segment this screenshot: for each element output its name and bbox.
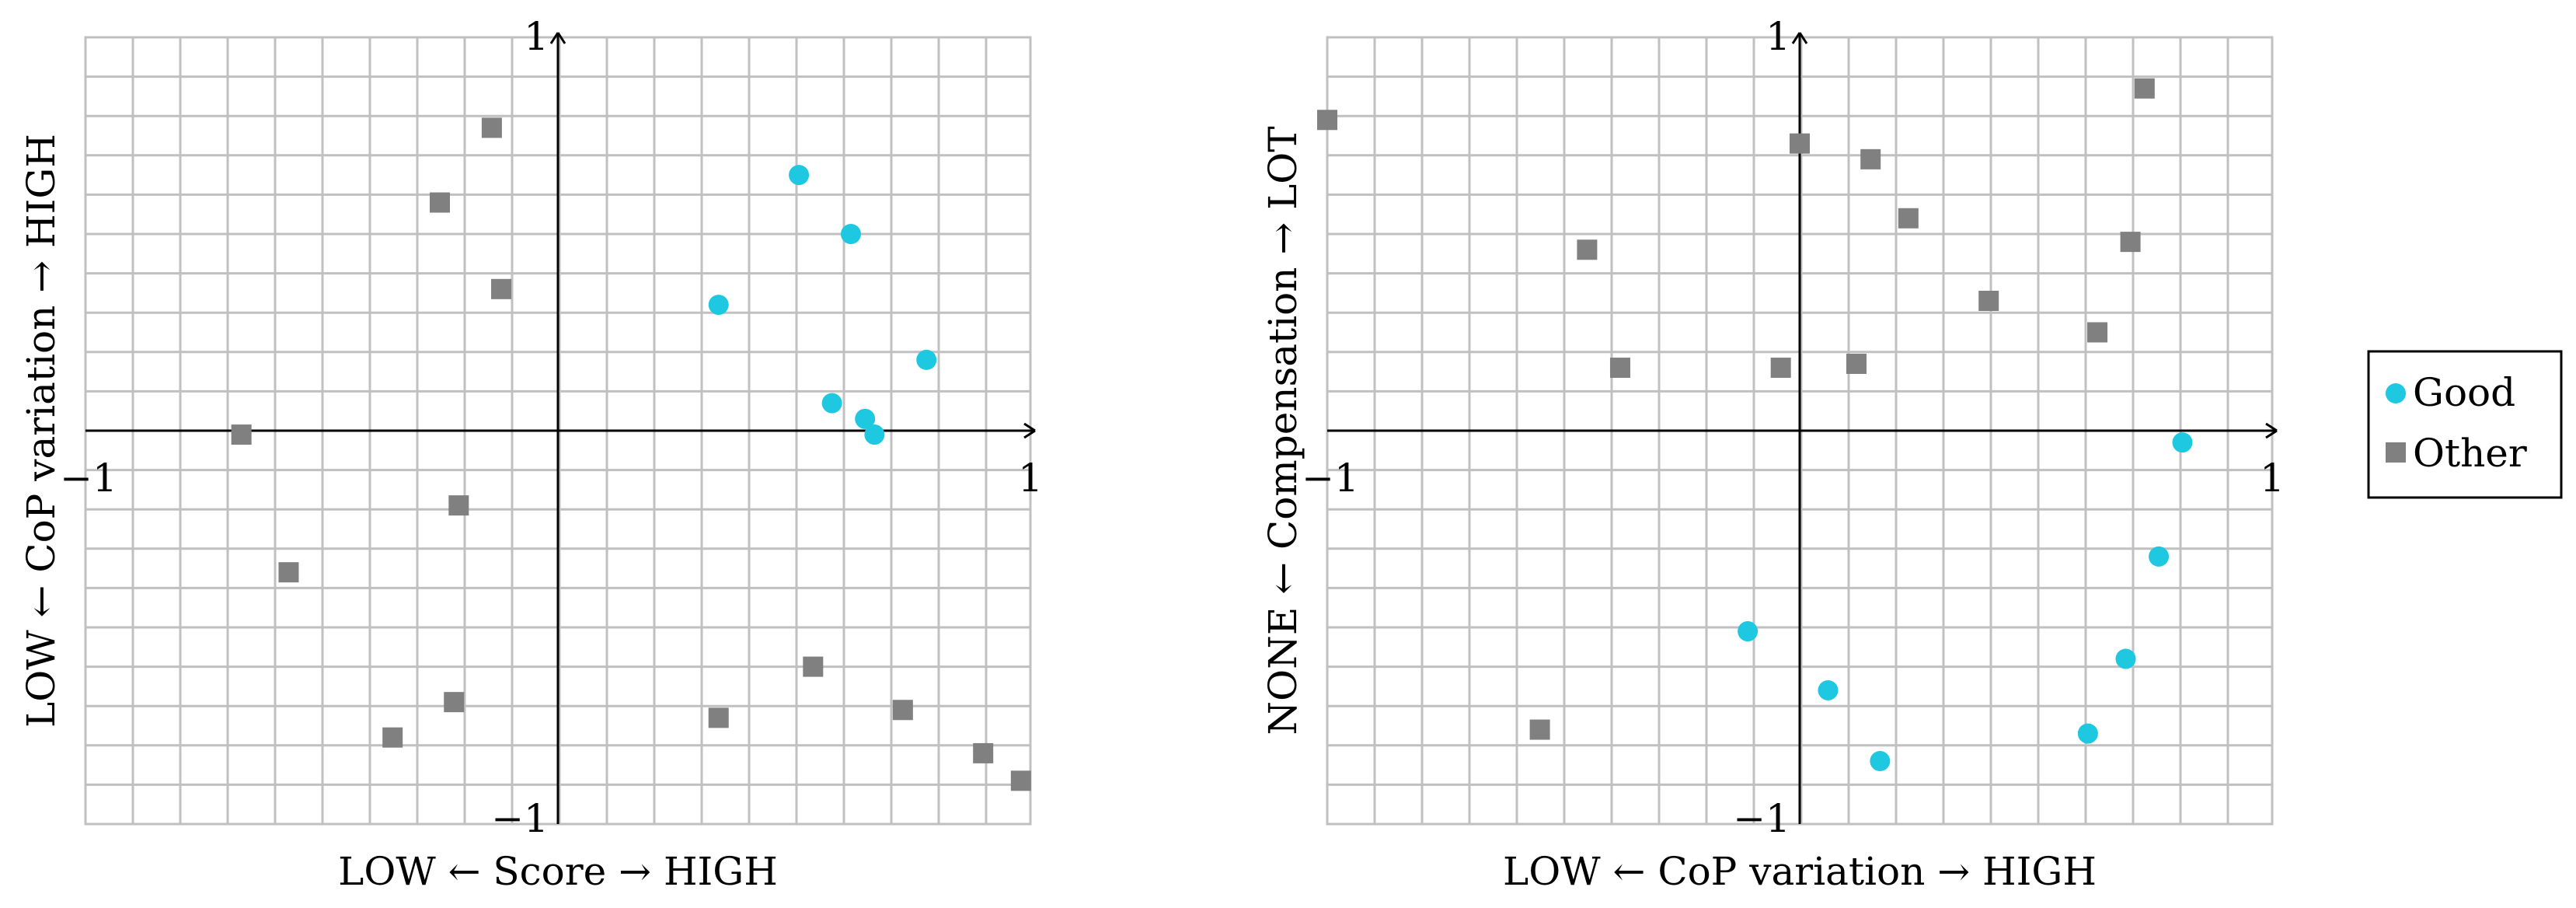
data-point-other (2087, 322, 2108, 343)
x-tick-label-min: −1 (60, 456, 117, 501)
scatter-plot-cop-vs-compensation: −1 1 1 −1 LOW ← CoP variation → HIGH NONE ← C… (1260, 14, 2285, 894)
x-tick-label-max: 1 (1018, 456, 1043, 501)
data-point-other (708, 707, 729, 728)
data-point-other (1860, 148, 1881, 169)
data-point-other (803, 656, 824, 677)
axes: −1 1 1 −1 LOW ← CoP variation → HIGH NONE ← C… (1260, 14, 2285, 894)
data-point-good (840, 224, 861, 244)
data-point-good (916, 349, 937, 370)
data-point-other (278, 562, 299, 583)
data-point-other (2120, 232, 2141, 253)
data-point-good (2172, 432, 2193, 453)
x-axis-arrow (1023, 422, 1036, 439)
data-point-other (2134, 78, 2155, 99)
data-point-other (448, 495, 469, 516)
y-axis-title: LOW ← CoP variation → HIGH (19, 134, 64, 728)
legend-frame (2367, 350, 2563, 499)
data-point-other (430, 192, 450, 213)
y-axis-arrow (549, 32, 566, 44)
data-point-other (491, 278, 512, 299)
data-point-good (864, 424, 885, 445)
data-point-good (1870, 751, 1891, 772)
data-point-other (444, 692, 465, 713)
data-point-good (2115, 648, 2136, 669)
data-point-other (231, 424, 252, 445)
data-point-other (1577, 239, 1598, 260)
scatter-plot-score-vs-cop: −1 1 1 −1 LOW ← Score → HIGH LOW ← CoP variat… (19, 14, 1043, 894)
data-point-good (855, 408, 876, 429)
y-axis-arrow (1791, 32, 1808, 44)
data-point-other (1790, 133, 1810, 154)
x-tick-label-min: −1 (1302, 456, 1359, 501)
y-tick-label-min: −1 (1733, 796, 1790, 841)
series-other (1317, 78, 2155, 740)
data-point-other (1978, 291, 1999, 312)
data-point-good (708, 295, 729, 316)
y-tick-label-min: −1 (491, 796, 549, 841)
data-point-good (1738, 621, 1759, 642)
x-axis-arrow (2265, 422, 2278, 439)
data-point-good (2077, 723, 2098, 744)
y-axis-title: NONE ← Compensation → LOT (1260, 126, 1305, 735)
legend-good-marker (2386, 383, 2406, 403)
data-point-other (481, 117, 502, 138)
data-point-good (2149, 546, 2170, 567)
series-other (231, 117, 1031, 791)
data-point-other (1770, 358, 1791, 379)
data-point-other (1529, 719, 1550, 740)
data-point-good (821, 393, 842, 414)
data-point-good (789, 165, 810, 186)
x-axis-title: LOW ← Score → HIGH (338, 849, 778, 894)
data-point-good (1818, 679, 1839, 700)
axes: −1 1 1 −1 LOW ← Score → HIGH LOW ← CoP variat… (19, 14, 1043, 894)
data-point-other (1317, 110, 1337, 131)
series-good (1738, 432, 2193, 772)
data-point-other (1010, 770, 1031, 791)
legend-other-marker (2386, 442, 2406, 463)
data-point-other (1609, 358, 1630, 379)
legend-good-label: Good (2413, 370, 2515, 415)
x-axis-title: LOW ← CoP variation → HIGH (1503, 849, 2097, 894)
data-point-other (892, 700, 913, 721)
data-point-other (973, 742, 994, 763)
y-tick-label-max: 1 (524, 14, 549, 59)
legend-other-label: Other (2413, 431, 2527, 476)
x-tick-label-max: 1 (2260, 456, 2285, 501)
y-tick-label-max: 1 (1766, 14, 1790, 59)
series-good (708, 165, 937, 445)
data-point-other (382, 727, 403, 748)
data-point-other (1846, 353, 1867, 374)
legend: Good Other (2367, 350, 2563, 499)
data-point-other (1898, 208, 1919, 229)
